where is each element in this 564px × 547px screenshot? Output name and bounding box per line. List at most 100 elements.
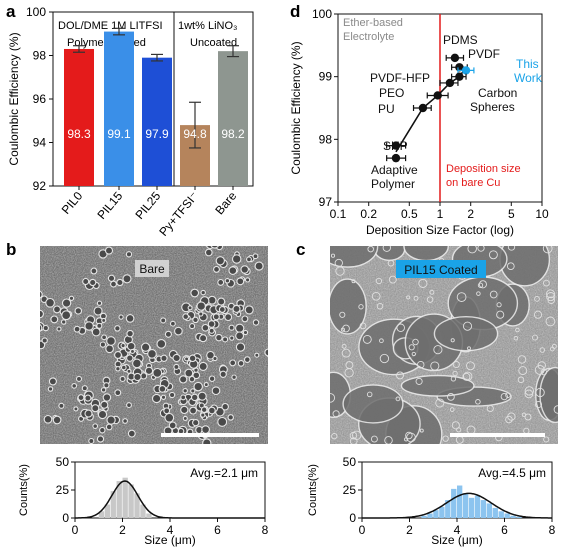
sem-c-particle bbox=[404, 437, 409, 442]
hist-b-x-tick-label-2: 4 bbox=[167, 523, 174, 537]
sem-b-particle bbox=[101, 317, 107, 323]
sem-b-particle bbox=[99, 426, 106, 434]
sem-b-particle bbox=[215, 256, 225, 266]
sem-c-particle bbox=[478, 280, 487, 289]
sem-c-particle bbox=[379, 338, 384, 344]
sem-b-particle bbox=[192, 316, 199, 324]
sem-c-particle bbox=[412, 338, 419, 346]
hist-c-bar-15 bbox=[510, 515, 516, 518]
hist-c-y-tick-label-0: 0 bbox=[349, 511, 356, 525]
panel-d-point-label-1: PVDF bbox=[468, 47, 500, 61]
panel-d-annotation-electrolyte-2: Electrolyte bbox=[343, 31, 394, 43]
sem-b-particle bbox=[221, 402, 229, 411]
sem-c-particle bbox=[408, 344, 415, 351]
sem-b-scale-bar bbox=[161, 433, 259, 437]
hist-c-y-tick-label-2: 50 bbox=[343, 455, 357, 469]
sem-b-texture bbox=[40, 246, 268, 444]
sem-c-particle bbox=[339, 311, 346, 318]
sem-c-particle bbox=[542, 246, 553, 254]
sem-b-particle bbox=[40, 323, 43, 332]
sem-b-particle bbox=[75, 375, 83, 382]
sem-b-particle bbox=[168, 421, 177, 430]
panel-d-point-label-7: SHP bbox=[383, 139, 408, 153]
sem-c-particle bbox=[547, 296, 555, 304]
sem-c-particle bbox=[342, 324, 350, 333]
sem-b-particle bbox=[237, 360, 245, 367]
hist-b-bar-1 bbox=[104, 504, 111, 518]
sem-b-particle bbox=[91, 327, 101, 337]
sem-c-particle bbox=[477, 282, 484, 288]
sem-b-particle bbox=[204, 248, 213, 257]
hist-c-annotation: Avg.=4.5 μm bbox=[478, 466, 546, 480]
sem-b-particle bbox=[184, 368, 194, 378]
sem-b-particle bbox=[26, 314, 31, 319]
sem-c-particle bbox=[543, 279, 550, 287]
sem-b-particle bbox=[90, 267, 98, 275]
sem-c-particle bbox=[395, 396, 401, 402]
sem-b-particle bbox=[126, 341, 136, 351]
panel-a-y-tick-label-2: 96 bbox=[33, 92, 47, 106]
sem-b-particle bbox=[127, 429, 136, 438]
sem-b-label: Bare bbox=[139, 262, 165, 276]
hist-b-bar-5 bbox=[128, 484, 134, 518]
hist-c-y-axis-label: Counts(%) bbox=[307, 464, 319, 516]
sem-c-particle bbox=[358, 304, 364, 310]
sem-b-particle bbox=[212, 355, 218, 362]
sem-b-particle bbox=[217, 278, 225, 286]
sem-b-particle bbox=[103, 382, 110, 389]
panel-d-point-label-5: PEO bbox=[379, 86, 404, 100]
sem-c-particle bbox=[426, 296, 434, 303]
sem-c-island bbox=[330, 278, 367, 335]
sem-b-particle bbox=[168, 391, 176, 399]
sem-b-particle bbox=[126, 354, 134, 362]
panel-d-scatter-chart: Coulombic Efficiency (%) Deposition Size… bbox=[289, 7, 549, 237]
sem-b-particle bbox=[215, 333, 223, 342]
sem-b-particle bbox=[182, 415, 188, 421]
panel-a-bar-0 bbox=[64, 48, 94, 186]
sem-b-particle bbox=[129, 348, 136, 354]
sem-c-particle bbox=[537, 361, 546, 370]
sem-c-particle bbox=[462, 372, 471, 381]
sem-b-particle bbox=[210, 246, 219, 249]
sem-c-particle bbox=[449, 407, 455, 412]
sem-c-particle bbox=[535, 387, 545, 398]
sem-b-particle bbox=[189, 406, 198, 415]
sem-c-particle bbox=[447, 393, 455, 401]
sem-b-particle bbox=[84, 409, 93, 418]
hist-c-bar-10 bbox=[480, 500, 487, 518]
sem-b-particle bbox=[40, 309, 44, 319]
hist-c-x-tick-label-1: 2 bbox=[406, 523, 413, 537]
sem-c-particle bbox=[433, 345, 443, 355]
sem-b-particle bbox=[229, 359, 237, 367]
sem-b-particle bbox=[125, 251, 133, 258]
sem-b-particle bbox=[102, 393, 112, 402]
panel-d-point-6 bbox=[418, 103, 428, 113]
sem-b-particle bbox=[58, 402, 65, 409]
hist-b-bar-3 bbox=[116, 481, 122, 518]
hist-b-fit-curve bbox=[75, 480, 265, 519]
hist-c-bar-16 bbox=[516, 516, 522, 518]
panel-a-header-right-1: 1wt% LiNO₃ bbox=[178, 20, 238, 32]
panel-a-y-tick-label-3: 98 bbox=[33, 49, 47, 63]
hist-c-fit-curve bbox=[362, 492, 552, 519]
hist-c-bar-13 bbox=[498, 511, 504, 518]
sem-b-particle bbox=[232, 304, 241, 313]
panel-b-histogram: Counts(%) Size (μm) Avg.=2.1 μm 0 2 4 6 8 0 25… bbox=[18, 455, 269, 547]
sem-c-particle bbox=[405, 431, 413, 440]
sem-c-particle bbox=[382, 246, 391, 252]
sem-b-particle bbox=[224, 278, 231, 284]
sem-c-particle bbox=[406, 295, 411, 300]
sem-c-particle bbox=[524, 389, 534, 399]
panel-c-sem-image: PIL15 Coated bbox=[330, 246, 558, 444]
panel-letter-b: b bbox=[6, 240, 16, 259]
sem-c-particle bbox=[545, 316, 556, 327]
hist-c-x-tick-label-0: 0 bbox=[359, 523, 366, 537]
sem-c-particle bbox=[349, 437, 358, 444]
sem-b-particle bbox=[182, 313, 190, 320]
sem-b-particle bbox=[203, 382, 209, 388]
sem-b-particle bbox=[122, 274, 132, 284]
hist-b-x-tick-label-4: 8 bbox=[262, 523, 269, 537]
sem-b-particle bbox=[244, 277, 251, 283]
sem-c-island bbox=[400, 374, 475, 397]
